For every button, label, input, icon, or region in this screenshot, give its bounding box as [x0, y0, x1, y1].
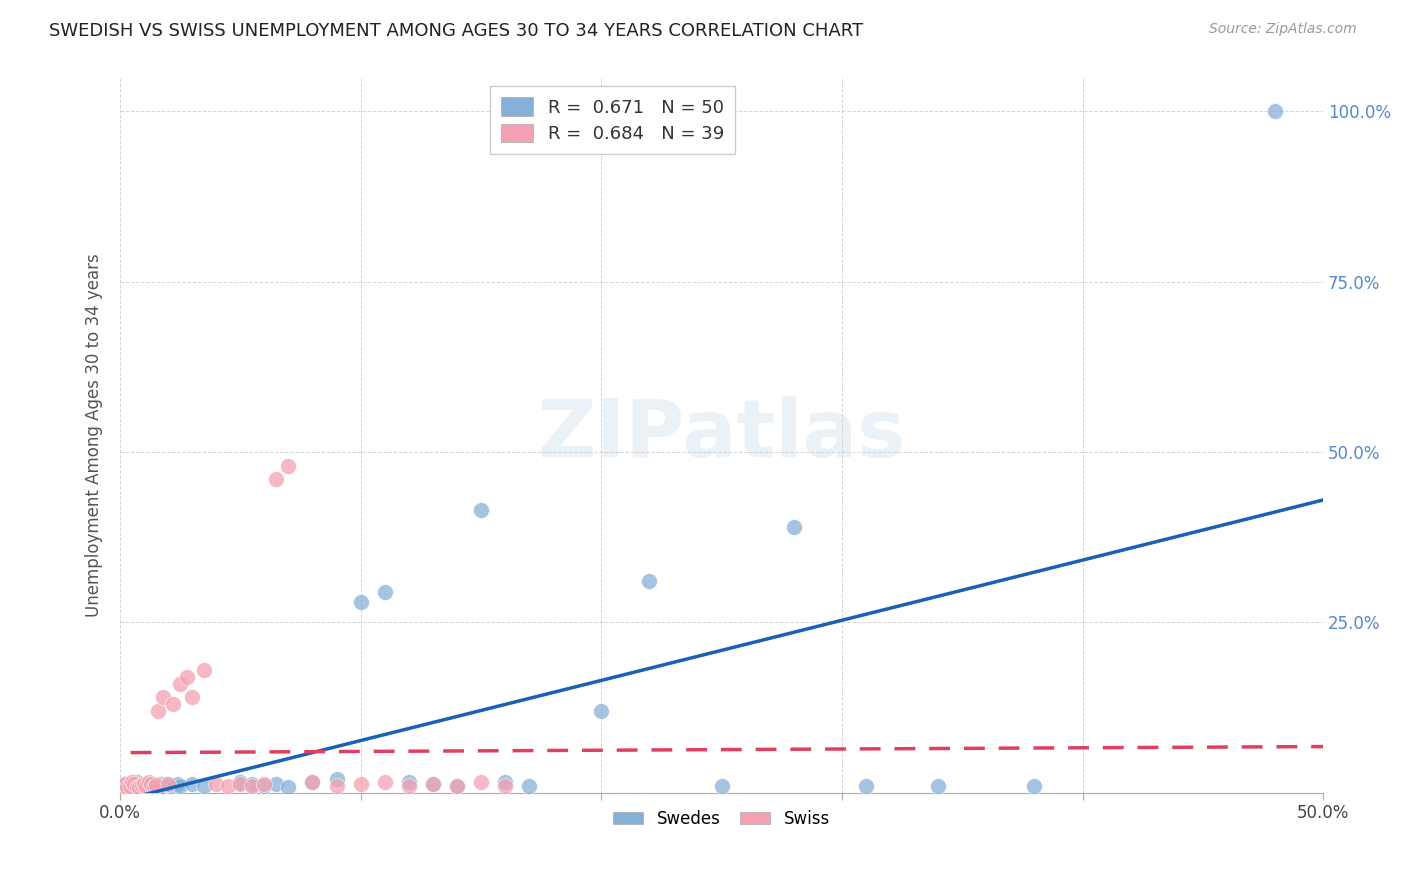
Point	[374, 775, 396, 789]
Point	[162, 780, 184, 794]
Point	[111, 779, 134, 793]
Point	[114, 777, 136, 791]
Point	[494, 775, 516, 789]
Point	[159, 779, 181, 793]
Point	[266, 472, 288, 486]
Text: ZIPatlas: ZIPatlas	[537, 396, 905, 474]
Point	[446, 779, 468, 793]
Point	[591, 704, 613, 718]
Point	[128, 780, 150, 794]
Point	[162, 697, 184, 711]
Point	[855, 779, 877, 793]
Point	[135, 779, 157, 793]
Point	[132, 777, 155, 791]
Point	[142, 780, 165, 794]
Point	[325, 772, 347, 786]
Point	[240, 777, 263, 791]
Point	[166, 777, 188, 791]
Point	[131, 778, 153, 792]
Point	[494, 779, 516, 793]
Point	[145, 780, 167, 794]
Point	[118, 779, 141, 793]
Point	[422, 777, 444, 791]
Point	[155, 777, 177, 791]
Y-axis label: Unemployment Among Ages 30 to 34 years: Unemployment Among Ages 30 to 34 years	[86, 253, 103, 617]
Point	[142, 779, 165, 793]
Point	[398, 775, 420, 789]
Text: SWEDISH VS SWISS UNEMPLOYMENT AMONG AGES 30 TO 34 YEARS CORRELATION CHART: SWEDISH VS SWISS UNEMPLOYMENT AMONG AGES…	[49, 22, 863, 40]
Point	[118, 779, 141, 793]
Point	[325, 779, 347, 793]
Point	[131, 778, 153, 792]
Point	[165, 778, 187, 792]
Point	[149, 777, 172, 791]
Point	[124, 777, 146, 791]
Point	[1264, 104, 1286, 119]
Point	[132, 777, 155, 791]
Point	[229, 775, 252, 789]
Point	[205, 777, 228, 791]
Legend: Swedes, Swiss: Swedes, Swiss	[606, 803, 837, 834]
Point	[115, 780, 138, 795]
Point	[138, 775, 160, 789]
Point	[125, 780, 148, 794]
Point	[152, 690, 174, 705]
Point	[157, 778, 180, 792]
Point	[128, 780, 150, 795]
Point	[148, 704, 170, 718]
Point	[121, 775, 143, 789]
Point	[121, 780, 143, 795]
Point	[349, 595, 371, 609]
Point	[349, 777, 371, 791]
Point	[124, 777, 146, 791]
Point	[638, 574, 661, 589]
Point	[240, 779, 263, 793]
Point	[277, 780, 299, 794]
Point	[169, 779, 191, 793]
Point	[277, 458, 299, 473]
Point	[517, 779, 540, 793]
Point	[176, 670, 198, 684]
Point	[446, 779, 468, 793]
Point	[115, 780, 138, 795]
Point	[253, 777, 276, 791]
Point	[266, 777, 288, 791]
Point	[141, 780, 163, 795]
Point	[470, 503, 492, 517]
Point	[141, 777, 163, 791]
Point	[193, 779, 215, 793]
Point	[125, 775, 148, 789]
Point	[374, 584, 396, 599]
Point	[148, 778, 170, 792]
Point	[783, 520, 806, 534]
Point	[114, 777, 136, 791]
Point	[470, 775, 492, 789]
Point	[138, 777, 160, 791]
Point	[135, 779, 157, 793]
Point	[710, 779, 733, 793]
Point	[111, 779, 134, 793]
Point	[181, 777, 204, 791]
Point	[157, 777, 180, 791]
Point	[927, 779, 949, 793]
Point	[301, 775, 323, 789]
Text: Source: ZipAtlas.com: Source: ZipAtlas.com	[1209, 22, 1357, 37]
Point	[152, 779, 174, 793]
Point	[217, 779, 239, 793]
Point	[301, 775, 323, 789]
Point	[1024, 779, 1046, 793]
Point	[422, 777, 444, 791]
Point	[169, 676, 191, 690]
Point	[229, 777, 252, 791]
Point	[253, 779, 276, 793]
Point	[181, 690, 204, 705]
Point	[145, 778, 167, 792]
Point	[398, 779, 420, 793]
Point	[193, 663, 215, 677]
